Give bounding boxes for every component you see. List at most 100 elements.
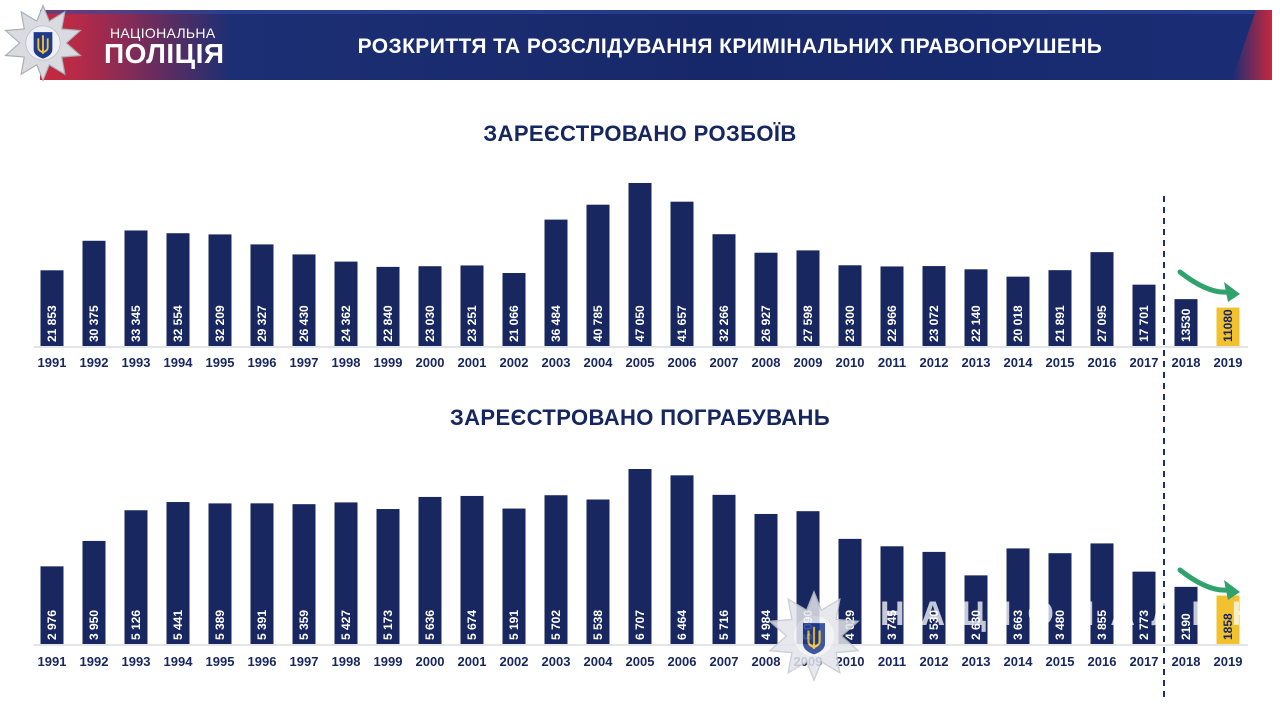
- arrow-head: [1224, 580, 1240, 600]
- bar-value-label: 3 663: [1011, 610, 1025, 640]
- x-tick-label: 2014: [1004, 654, 1034, 669]
- bar-1992: [82, 240, 106, 346]
- bar-2019: [1216, 595, 1240, 644]
- x-tick-label: 1995: [206, 654, 235, 669]
- down-right-arrow-icon: [1177, 567, 1231, 593]
- bar-value-label: 5 538: [591, 610, 605, 640]
- x-tick-label: 2006: [668, 355, 697, 370]
- bar-value-label: 3 855: [1095, 610, 1109, 640]
- bar-value-label: 24 362: [339, 305, 353, 342]
- bar-2007: [712, 494, 736, 644]
- x-tick-label: 1998: [332, 654, 361, 669]
- bar-value-label: 29 327: [255, 305, 269, 342]
- bar-2014: [1006, 276, 1030, 346]
- x-tick-label: 2002: [500, 355, 529, 370]
- x-tick-label: 2013: [962, 355, 991, 370]
- x-tick-label: 1998: [332, 355, 361, 370]
- bar-2001: [460, 265, 484, 346]
- bar-2002: [502, 508, 526, 644]
- x-tick-label: 2016: [1088, 654, 1117, 669]
- bar-1991: [40, 566, 64, 644]
- x-tick-label: 2008: [752, 355, 781, 370]
- bar-1994: [166, 502, 190, 644]
- x-tick-label: 2003: [542, 355, 571, 370]
- bar-2016: [1090, 252, 1114, 346]
- brand-small-text: НАЦІОНАЛЬНА: [110, 25, 216, 41]
- bar-2018: [1174, 586, 1198, 644]
- bar-value-label: 3 480: [1053, 610, 1067, 640]
- x-tick-label: 2001: [458, 355, 487, 370]
- bar-2007: [712, 234, 736, 346]
- x-tick-label: 2015: [1046, 355, 1075, 370]
- bar-1994: [166, 233, 190, 346]
- bar-value-label: 5 126: [129, 610, 143, 640]
- bar-2016: [1090, 543, 1114, 644]
- x-tick-label: 1997: [290, 355, 319, 370]
- x-tick-label: 1995: [206, 355, 235, 370]
- x-tick-label: 2015: [1046, 654, 1075, 669]
- x-tick-label: 1992: [80, 654, 109, 669]
- bar-value-label: 27 598: [801, 305, 815, 342]
- x-tick-label: 2019: [1214, 355, 1243, 370]
- x-tick-label: 1993: [122, 355, 151, 370]
- x-tick-label: 2012: [920, 355, 949, 370]
- bar-1998: [334, 261, 358, 346]
- bar-2012: [922, 266, 946, 346]
- bar-2000: [418, 266, 442, 346]
- x-tick-label: 2012: [920, 654, 949, 669]
- bar-value-label: 5 427: [339, 610, 353, 640]
- x-tick-label: 1999: [374, 654, 403, 669]
- bar-2017: [1132, 284, 1156, 346]
- x-tick-label: 2008: [752, 654, 781, 669]
- x-tick-label: 1991: [38, 654, 67, 669]
- bar-2004: [586, 499, 610, 644]
- bar-1996: [250, 503, 274, 644]
- bar-value-label: 3 950: [87, 610, 101, 640]
- bar-value-label: 17 701: [1137, 305, 1151, 342]
- x-tick-label: 2004: [584, 654, 614, 669]
- bar-1992: [82, 540, 106, 644]
- bar-1993: [124, 510, 148, 644]
- x-tick-label: 2018: [1172, 355, 1201, 370]
- bar-2013: [964, 575, 988, 644]
- x-tick-label: 1997: [290, 654, 319, 669]
- x-tick-label: 1993: [122, 654, 151, 669]
- bar-value-label: 32 554: [171, 305, 185, 342]
- bar-1997: [292, 504, 316, 644]
- bar-1991: [40, 270, 64, 346]
- x-tick-label: 2006: [668, 654, 697, 669]
- bar-value-label: 2 773: [1137, 610, 1151, 640]
- x-tick-label: 2018: [1172, 654, 1201, 669]
- x-tick-label: 2004: [584, 355, 614, 370]
- bar-value-label: 2 976: [45, 610, 59, 640]
- x-tick-label: 1994: [164, 355, 194, 370]
- watermark-text: НАЦІОНАЛЬНА: [880, 595, 1280, 633]
- x-tick-label: 1991: [38, 355, 67, 370]
- bar-2005: [628, 469, 652, 644]
- x-tick-label: 2010: [836, 654, 865, 669]
- x-tick-label: 2001: [458, 654, 487, 669]
- bar-value-label: 30 375: [87, 305, 101, 342]
- down-right-arrow-icon: [1177, 269, 1231, 295]
- x-tick-label: 2017: [1130, 654, 1159, 669]
- x-tick-label: 2011: [878, 654, 906, 669]
- bar-value-label: 26 927: [759, 305, 773, 342]
- bar-value-label: 3 530: [927, 610, 941, 640]
- bar-2017: [1132, 571, 1156, 644]
- police-star-trident-icon: [4, 4, 82, 82]
- bar-value-label: 23 030: [423, 305, 437, 342]
- bar-2010: [838, 265, 862, 346]
- chart-0: 21 853 1991 30 375 1992 33 345 1993 32 554 1994…: [34, 183, 1248, 370]
- bar-value-label: 4 984: [759, 610, 773, 640]
- bar-2003: [544, 495, 568, 644]
- x-tick-label: 2013: [962, 654, 991, 669]
- bar-2009: [796, 250, 820, 346]
- brand-big-text: ПОЛІЦІЯ: [104, 38, 225, 69]
- x-tick-label: 2005: [626, 355, 655, 370]
- bar-value-label: 6 707: [633, 610, 647, 640]
- bar-value-label: 26 430: [297, 305, 311, 342]
- bar-2019: [1216, 307, 1240, 346]
- bar-1999: [376, 509, 400, 644]
- x-tick-label: 2002: [500, 654, 529, 669]
